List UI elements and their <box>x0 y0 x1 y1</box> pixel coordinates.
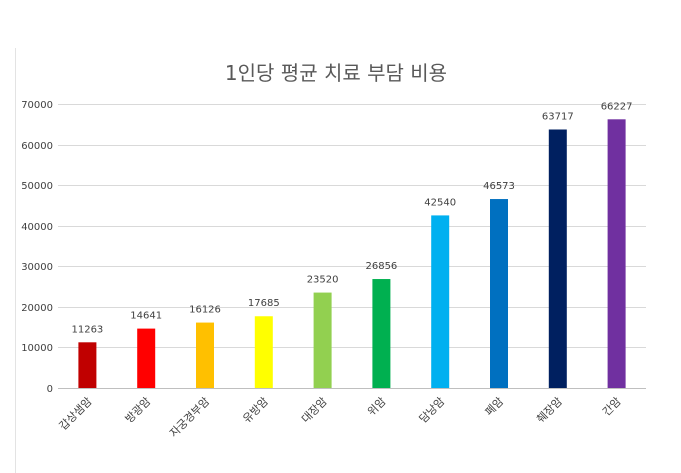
y-axis-ticks: 0 10000 20000 30000 40000 50000 60000 70000 <box>21 100 53 395</box>
data-label: 11263 <box>71 324 103 335</box>
x-tick-label: 자궁경부암 <box>167 395 212 440</box>
bars <box>78 119 626 388</box>
x-tick-label: 담낭암 <box>417 395 448 426</box>
data-label: 17685 <box>248 298 280 309</box>
gridlines <box>58 104 646 389</box>
y-tick-label: 50000 <box>21 181 53 192</box>
x-tick-label: 췌장암 <box>534 395 565 426</box>
y-tick-label: 40000 <box>21 222 53 233</box>
x-tick-label: 방광암 <box>123 395 154 426</box>
data-label: 66227 <box>601 101 633 112</box>
data-label: 14641 <box>130 311 162 322</box>
bar <box>254 316 273 388</box>
data-labels: 11263 14641 16126 17685 23520 26856 42540 46573… <box>71 101 632 335</box>
bar <box>196 322 214 388</box>
bar <box>78 342 97 388</box>
bar <box>313 292 332 388</box>
y-tick-label: 20000 <box>21 303 53 314</box>
bar <box>431 215 450 388</box>
y-tick-label: 10000 <box>21 343 53 354</box>
data-label: 23520 <box>307 275 339 286</box>
x-tick-label: 갑상샘암 <box>57 395 95 433</box>
data-label: 16126 <box>189 305 221 316</box>
bar <box>548 129 567 388</box>
bar <box>372 279 391 388</box>
x-tick-label: 유방암 <box>240 395 271 426</box>
data-label: 46573 <box>483 181 515 192</box>
data-label: 63717 <box>542 111 574 122</box>
chart-title: 1인당 평균 치료 부담 비용 <box>225 61 447 85</box>
data-label: 42540 <box>424 197 456 208</box>
y-tick-label: 70000 <box>21 100 53 111</box>
x-tick-label: 위암 <box>365 395 389 419</box>
data-label: 26856 <box>365 261 397 272</box>
bar <box>490 199 508 388</box>
y-tick-label: 60000 <box>21 141 53 152</box>
bar <box>607 119 626 388</box>
x-tick-label: 폐암 <box>483 395 507 419</box>
bar <box>137 328 156 388</box>
x-tick-label: 대장암 <box>299 395 330 426</box>
x-axis-categories: 갑상샘암 방광암 자궁경부암 유방암 대장암 위암 담낭암 폐암 췌장암 간암 <box>57 395 624 440</box>
x-tick-label: 간암 <box>600 395 624 419</box>
y-tick-label: 0 <box>47 384 53 395</box>
y-tick-label: 30000 <box>21 262 53 273</box>
